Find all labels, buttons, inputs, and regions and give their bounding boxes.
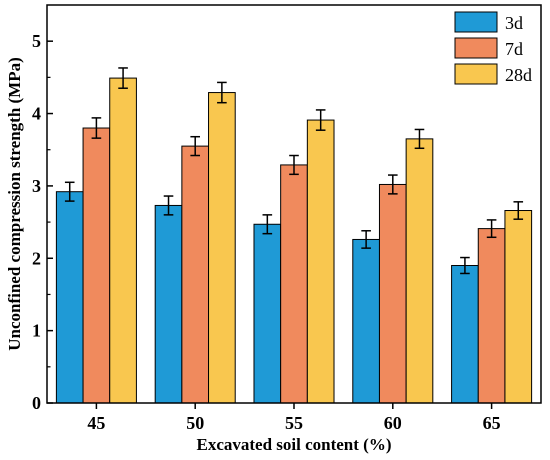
x-tick-label-60: 60 bbox=[384, 413, 402, 433]
error-bar-7d-55 bbox=[289, 154, 299, 176]
error-bar-7d-60 bbox=[387, 174, 398, 195]
legend-swatch-7d bbox=[454, 37, 498, 59]
x-tick-label-45: 45 bbox=[87, 413, 105, 433]
legend-swatch-3d bbox=[454, 11, 498, 33]
error-bar-28d-55 bbox=[315, 109, 326, 131]
bar-7d-45 bbox=[82, 127, 111, 404]
error-bar-7d-45 bbox=[91, 117, 102, 139]
legend-label-3d: 3d bbox=[505, 13, 523, 33]
y-tick-label-4: 4 bbox=[32, 104, 41, 124]
error-bar-28d-60 bbox=[414, 128, 425, 150]
bar-3d-45 bbox=[55, 191, 84, 404]
bar-7d-55 bbox=[280, 164, 308, 404]
legend-label-7d: 7d bbox=[505, 39, 523, 59]
bar-28d-60 bbox=[405, 138, 434, 404]
y-tick-label-5: 5 bbox=[32, 31, 41, 51]
x-tick-label-65: 65 bbox=[483, 413, 501, 433]
bar-3d-55 bbox=[253, 223, 282, 404]
x-axis-title: Excavated soil content (%) bbox=[196, 435, 391, 454]
x-axis: 45 50 55 60 65 bbox=[87, 403, 501, 433]
error-bar-3d-45 bbox=[64, 181, 75, 202]
bars-layer bbox=[55, 67, 533, 404]
error-bar-7d-65 bbox=[486, 219, 497, 239]
bar-3d-60 bbox=[352, 238, 380, 404]
plot-frame bbox=[46, 4, 542, 404]
y-tick-label-3: 3 bbox=[32, 176, 41, 196]
y-axis: 0 1 2 3 4 5 bbox=[32, 31, 53, 413]
legend: 3d 7d 28d bbox=[454, 11, 532, 85]
legend-item-7d: 7d bbox=[454, 37, 523, 59]
y-axis-title: Unconfined compression strength (MPa) bbox=[5, 57, 24, 351]
x-tick-label-55: 55 bbox=[285, 413, 303, 433]
error-bar-3d-60 bbox=[361, 230, 371, 249]
y-tick-label-2: 2 bbox=[32, 248, 41, 268]
bar-7d-60 bbox=[378, 183, 407, 404]
error-bar-3d-50 bbox=[163, 195, 174, 216]
x-tick-label-50: 50 bbox=[186, 413, 204, 433]
legend-item-3d: 3d bbox=[454, 11, 523, 33]
bar-28d-65 bbox=[504, 210, 533, 404]
error-bar-28d-65 bbox=[513, 201, 524, 220]
bar-7d-50 bbox=[181, 145, 210, 404]
bar-3d-65 bbox=[451, 265, 479, 404]
error-bar-28d-45 bbox=[118, 67, 128, 89]
legend-item-28d: 28d bbox=[454, 63, 532, 85]
bar-28d-55 bbox=[306, 119, 335, 404]
error-bar-28d-50 bbox=[217, 81, 227, 104]
bar-28d-50 bbox=[208, 92, 236, 404]
error-bar-3d-55 bbox=[262, 214, 273, 235]
y-tick-label-1: 1 bbox=[32, 321, 41, 341]
error-bar-7d-50 bbox=[190, 135, 201, 157]
legend-swatch-28d bbox=[454, 63, 498, 85]
bar-3d-50 bbox=[154, 204, 183, 404]
error-bar-3d-65 bbox=[460, 256, 470, 275]
legend-label-28d: 28d bbox=[505, 65, 532, 85]
bar-7d-65 bbox=[477, 228, 506, 404]
y-tick-label-0: 0 bbox=[32, 393, 41, 413]
bar-28d-45 bbox=[109, 77, 137, 404]
